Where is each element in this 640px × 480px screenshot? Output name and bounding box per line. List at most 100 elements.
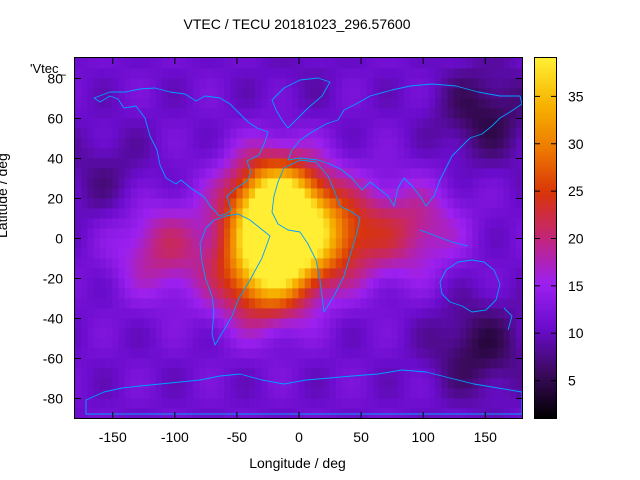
heatmap-cell xyxy=(255,308,262,319)
heatmap-cell xyxy=(435,168,442,179)
heatmap-cell xyxy=(404,308,411,319)
heatmap-cell xyxy=(472,408,479,419)
colorbar-segment xyxy=(535,262,556,266)
heatmap-cell xyxy=(292,98,299,109)
heatmap-cell xyxy=(199,408,206,419)
heatmap-cell xyxy=(124,68,132,79)
heatmap-cell xyxy=(298,58,306,69)
heatmap-cell xyxy=(490,308,498,319)
heatmap-cell xyxy=(248,308,256,319)
heatmap-cell xyxy=(267,338,275,349)
heatmap-cell xyxy=(137,348,144,359)
heatmap-cell xyxy=(515,238,523,249)
heatmap-cell xyxy=(341,368,349,379)
heatmap-cell xyxy=(255,78,262,89)
heatmap-cell xyxy=(435,108,442,119)
heatmap-cell xyxy=(466,338,473,349)
heatmap-cell xyxy=(341,248,349,259)
heatmap-cell xyxy=(385,228,393,239)
heatmap-cell xyxy=(366,328,374,339)
heatmap-cell xyxy=(149,188,157,199)
heatmap-cell xyxy=(515,258,523,269)
heatmap-cell xyxy=(130,58,138,69)
heatmap-cell xyxy=(205,248,212,259)
heatmap-cell xyxy=(366,358,374,369)
heatmap-cell xyxy=(192,58,200,69)
heatmap-cell xyxy=(354,368,361,379)
heatmap-cell xyxy=(267,98,275,109)
heatmap-cell xyxy=(329,198,337,209)
heatmap-cell xyxy=(224,218,231,229)
heatmap-cell xyxy=(137,238,144,249)
heatmap-cell xyxy=(422,348,430,359)
colorbar-segment xyxy=(535,301,556,305)
heatmap-cell xyxy=(211,128,219,139)
heatmap-cell xyxy=(373,318,380,329)
heatmap-cell xyxy=(304,318,312,329)
heatmap-cell xyxy=(341,148,349,159)
heatmap-cell xyxy=(397,148,405,159)
heatmap-cell xyxy=(379,148,386,159)
heatmap-cell xyxy=(230,358,237,369)
heatmap-cell xyxy=(503,258,510,269)
heatmap-cell xyxy=(267,178,275,189)
heatmap-cell xyxy=(447,258,455,269)
heatmap-cell xyxy=(230,168,237,179)
heatmap-cell xyxy=(447,288,455,299)
heatmap-cell xyxy=(348,308,355,319)
heatmap-cell xyxy=(261,338,268,349)
colorbar-segment xyxy=(535,343,556,347)
heatmap-cell xyxy=(497,288,504,299)
heatmap-cell xyxy=(484,258,492,269)
heatmap-cell xyxy=(360,218,368,229)
heatmap-cell xyxy=(497,128,504,139)
heatmap-cell xyxy=(87,108,95,119)
heatmap-cell xyxy=(317,148,324,159)
heatmap-cell xyxy=(360,128,368,139)
heatmap-cell xyxy=(255,338,262,349)
heatmap-cell xyxy=(81,348,88,359)
heatmap-cell xyxy=(168,328,175,339)
heatmap-cell xyxy=(515,218,523,229)
heatmap-cell xyxy=(186,408,194,419)
heatmap-cell xyxy=(373,218,380,229)
heatmap-cell xyxy=(441,88,448,99)
heatmap-cell xyxy=(360,348,368,359)
heatmap-cell xyxy=(261,178,268,189)
heatmap-cell xyxy=(397,168,405,179)
heatmap-cell xyxy=(503,238,510,249)
heatmap-cell xyxy=(180,138,188,149)
heatmap-cell xyxy=(391,308,399,319)
heatmap-cell xyxy=(379,238,386,249)
heatmap-cell xyxy=(112,338,119,349)
heatmap-cell xyxy=(348,338,355,349)
heatmap-cell xyxy=(168,288,175,299)
heatmap-cell xyxy=(211,298,219,309)
heatmap-cell xyxy=(248,388,256,399)
heatmap-cell xyxy=(447,128,455,139)
heatmap-cell xyxy=(298,228,306,239)
heatmap-cell xyxy=(453,78,461,89)
heatmap-cell xyxy=(410,278,417,289)
heatmap-cell xyxy=(279,288,287,299)
heatmap-cell xyxy=(205,88,212,99)
heatmap-cell xyxy=(509,158,517,169)
heatmap-cell xyxy=(261,358,268,369)
colorbar-segment xyxy=(535,181,556,185)
heatmap-cell xyxy=(236,268,244,279)
y-tick-label: 0 xyxy=(55,231,63,247)
heatmap-cell xyxy=(435,308,442,319)
heatmap-cell xyxy=(224,308,231,319)
heatmap-cell xyxy=(360,228,368,239)
heatmap-cell xyxy=(143,398,150,409)
heatmap-cell xyxy=(329,308,337,319)
heatmap-cell xyxy=(515,98,523,109)
heatmap-cell xyxy=(404,398,411,409)
heatmap-cell xyxy=(397,248,405,259)
colorbar-segment xyxy=(535,289,556,293)
heatmap-cell xyxy=(453,228,461,239)
heatmap-cell xyxy=(459,198,467,209)
colorbar-segment xyxy=(535,412,556,416)
heatmap-cell xyxy=(255,68,262,79)
heatmap-cell xyxy=(155,318,163,329)
